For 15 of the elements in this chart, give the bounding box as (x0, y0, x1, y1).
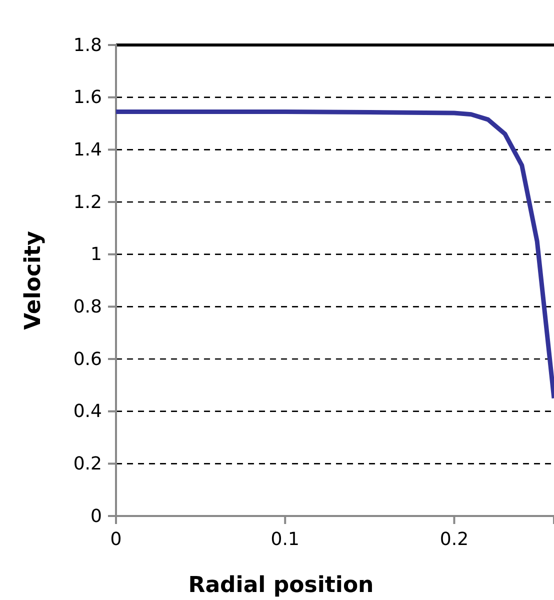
x-axis-title: Radial position (188, 573, 374, 598)
y-tick-label: 0.6 (73, 348, 102, 370)
y-tick-label: 0.2 (73, 453, 102, 474)
y-tick-label: 0.4 (73, 401, 102, 422)
x-tick-label: 0.2 (440, 528, 469, 550)
y-tick-label: 1.2 (73, 192, 102, 213)
y-tick-label: 0.8 (73, 296, 102, 318)
y-tick-label: 1 (90, 244, 102, 266)
y-tick-label: 0 (90, 506, 102, 527)
x-tick-label: 0 (110, 528, 122, 550)
y-tick-label: 1.6 (73, 87, 102, 108)
y-tick-label: 1.4 (73, 139, 102, 160)
x-tick-label: 0.1 (270, 528, 300, 550)
y-tick-label: 1.8 (73, 34, 102, 56)
y-axis-title: Velocity (21, 231, 46, 330)
